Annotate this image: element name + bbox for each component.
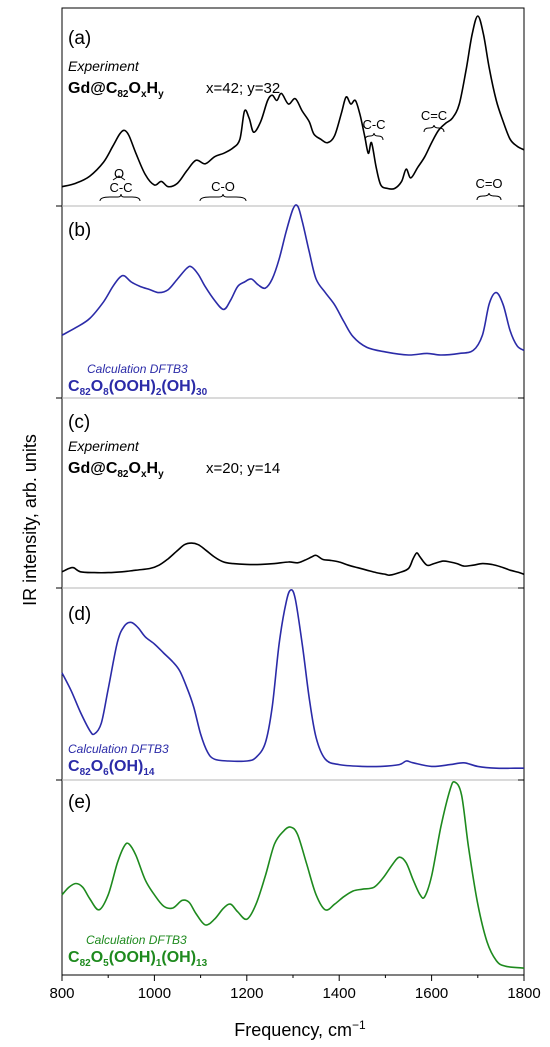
anno-epoxide-o: O — [114, 166, 124, 181]
anno-epoxide-ring — [112, 175, 126, 181]
anno-c-eq-o: C=O — [475, 176, 502, 191]
x-tick-label: 1600 — [415, 985, 448, 1002]
spectrum-line-d — [61, 589, 524, 770]
x-axis-ticks: 800 1000 1200 1400 1600 1800 — [49, 975, 541, 1002]
anno-co: C-O — [211, 179, 235, 194]
spectrum-line-a — [61, 15, 525, 190]
anno-epoxide-cc: C-C — [109, 180, 132, 195]
panel-label-a: (a) — [68, 28, 91, 49]
panel-c-params: x=20; y=14 — [206, 460, 280, 477]
x-tick-label: 1400 — [323, 985, 356, 1002]
panel-d-calc: Calculation DFTB3 — [68, 742, 169, 756]
panel-e-formula: C82O5(OOH)1(OH)13 — [68, 949, 208, 969]
panel-a-params: x=42; y=32 — [206, 80, 280, 97]
y-axis-title: IR intensity, arb. units — [20, 434, 40, 606]
spectrum-line-c — [61, 542, 525, 576]
panel-c-kind: Experiment — [68, 438, 140, 454]
plot-frame — [61, 7, 525, 976]
anno-brace-c-eq-c — [423, 124, 445, 133]
anno-brace-co — [199, 193, 247, 202]
panel-label-e: (e) — [68, 792, 91, 813]
spectra-group — [61, 15, 525, 969]
x-tick-label: 1200 — [230, 985, 263, 1002]
panel-e-calc: Calculation DFTB3 — [86, 933, 187, 947]
anno-brace-cc — [364, 132, 384, 141]
anno-cc: C-C — [362, 117, 385, 132]
panel-a-formula: Gd@C82OxHy — [68, 80, 164, 100]
anno-c-eq-c: C=C — [421, 108, 447, 123]
panel-label-d: (d) — [68, 604, 91, 625]
anno-brace-c-eq-o — [476, 192, 502, 201]
panel-label-b: (b) — [68, 220, 91, 241]
panel-b-calc: Calculation DFTB3 — [87, 362, 188, 376]
x-axis-title-sup: −1 — [352, 1018, 366, 1032]
x-tick-label: 800 — [49, 985, 74, 1002]
spectrum-line-b — [61, 204, 525, 356]
x-axis-title: Frequency, cm−1 — [234, 1018, 366, 1040]
x-tick-label: 1800 — [507, 985, 540, 1002]
panel-b-formula: C82O8(OOH)2(OH)30 — [68, 378, 208, 398]
spectrum-line-e — [61, 780, 525, 969]
panel-c-formula: Gd@C82OxHy — [68, 460, 164, 480]
panel-a-kind: Experiment — [68, 58, 140, 74]
panel-label-c: (c) — [68, 412, 90, 433]
x-tick-label: 1000 — [138, 985, 171, 1002]
anno-brace-epoxide — [99, 193, 141, 202]
panel-d-formula: C82O6(OH)14 — [68, 758, 155, 778]
